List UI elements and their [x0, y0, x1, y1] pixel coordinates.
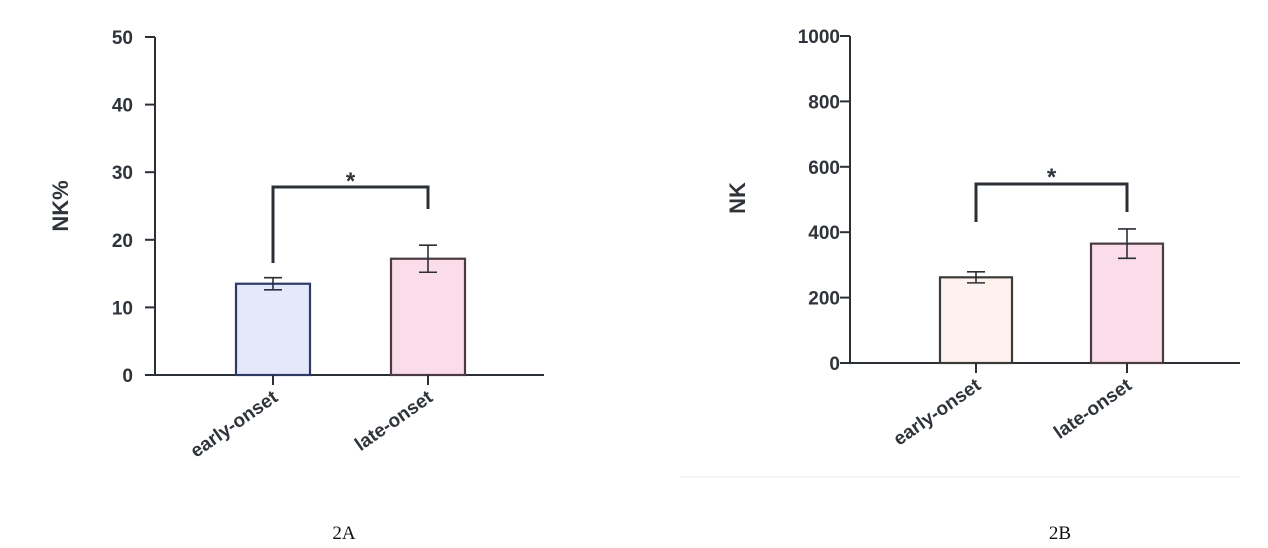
- significance-star-a: *: [346, 168, 356, 195]
- y-tick-label-a: 0: [122, 366, 133, 387]
- bar-early-onset-a: [234, 282, 312, 377]
- panel-label-a: 2A: [332, 523, 356, 544]
- chart-panel-2a: NK% 2A 0 10 20 30 40 50 early-onset late-onset *: [48, 28, 544, 544]
- y-axis-title-b: NK: [725, 182, 750, 214]
- y-tick-label-a: 20: [112, 231, 133, 252]
- y-tick-label-b: 200: [808, 289, 840, 310]
- bar-late-onset-b: [1089, 242, 1165, 365]
- y-tick-label-b: 400: [808, 223, 840, 244]
- x-category-label-a: late-onset: [351, 387, 437, 456]
- y-tick-label-a: 50: [112, 28, 133, 49]
- bar-late-onset-a: [389, 257, 467, 377]
- significance-star-b: *: [1047, 164, 1057, 191]
- y-tick-label-b: 800: [808, 92, 840, 113]
- x-category-label-b: early-onset: [890, 375, 986, 451]
- significance-bracket-b: [974, 182, 1129, 222]
- chart-panel-2b: NK 2B 0 200 400 600 800 1000 early-onset late-o…: [680, 27, 1240, 544]
- panel-label-b: 2B: [1049, 523, 1071, 544]
- x-category-label-a: early-onset: [187, 387, 283, 463]
- y-tick-label-b: 600: [808, 158, 840, 179]
- significance-bracket-a: [271, 185, 430, 263]
- bar-early-onset-b: [938, 276, 1014, 365]
- y-axis-title-a: NK%: [48, 180, 73, 231]
- y-tick-label-b: 1000: [798, 27, 840, 48]
- y-tick-label-a: 40: [112, 96, 133, 117]
- y-tick-label-b: 0: [829, 354, 840, 375]
- x-category-label-b: late-onset: [1050, 375, 1136, 444]
- y-tick-label-a: 10: [112, 298, 133, 319]
- y-tick-label-a: 30: [112, 163, 133, 184]
